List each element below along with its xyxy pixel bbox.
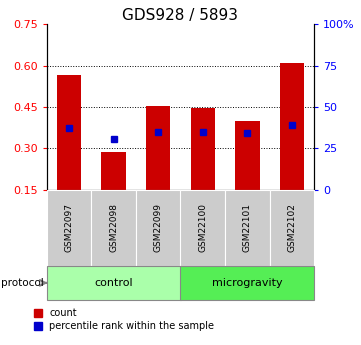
Bar [136,190,180,266]
Bar [57,75,82,190]
Text: GSM22101: GSM22101 [243,203,252,252]
Bar [180,266,314,300]
Text: microgravity: microgravity [212,278,283,288]
Text: GSM22097: GSM22097 [65,203,74,252]
Bar [101,152,126,190]
Bar [180,190,225,266]
Bar [47,266,180,300]
Text: GSM22099: GSM22099 [154,203,163,252]
Bar [47,190,91,266]
Legend: count, percentile rank within the sample: count, percentile rank within the sample [34,308,214,332]
Bar [91,190,136,266]
Bar [191,108,215,190]
Bar [146,106,170,190]
Text: GSM22102: GSM22102 [287,203,296,252]
Bar [235,121,260,190]
Text: protocol: protocol [1,278,43,288]
Bar [270,190,314,266]
Text: GSM22100: GSM22100 [198,203,207,252]
Bar [279,63,304,190]
Text: control: control [95,278,133,288]
Text: GSM22098: GSM22098 [109,203,118,252]
Bar [225,190,270,266]
Title: GDS928 / 5893: GDS928 / 5893 [122,8,239,23]
